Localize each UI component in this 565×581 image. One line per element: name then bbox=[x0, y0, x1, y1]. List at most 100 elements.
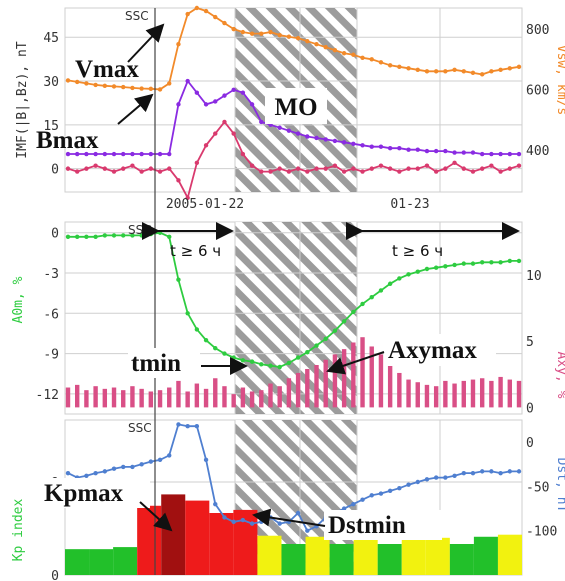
data-point-Dst bbox=[378, 491, 384, 496]
data-point-Bz bbox=[102, 166, 108, 171]
mo-label-bg bbox=[265, 88, 327, 124]
data-point-|B| bbox=[157, 151, 163, 157]
data-point-|B| bbox=[231, 87, 236, 92]
axy-bar bbox=[222, 386, 227, 408]
data-point-|B| bbox=[369, 144, 374, 149]
data-point-A0m bbox=[240, 358, 246, 363]
data-point-A0m bbox=[185, 311, 190, 316]
data-point-Vsw bbox=[249, 31, 255, 36]
data-point-Vsw bbox=[121, 84, 126, 90]
axy-bar bbox=[213, 378, 218, 408]
axymax-label-bg bbox=[384, 334, 496, 366]
data-point-A0m bbox=[268, 363, 273, 368]
data-point-|B| bbox=[332, 138, 338, 144]
data-point-Dst bbox=[406, 482, 411, 487]
data-point-A0m bbox=[369, 294, 374, 300]
data-point-A0m bbox=[489, 260, 494, 265]
kpmax-arrow bbox=[139, 501, 173, 532]
kp-bar bbox=[89, 549, 114, 575]
data-point-|B| bbox=[341, 140, 347, 145]
x-tick-2005-01-22: 2005-01-22 bbox=[166, 197, 244, 212]
data-point-A0m bbox=[176, 277, 181, 282]
data-point-|B| bbox=[498, 151, 503, 157]
data-point-A0m bbox=[259, 362, 264, 367]
data-point-Dst bbox=[277, 521, 282, 526]
data-point-|B| bbox=[259, 119, 264, 125]
data-point-Vsw bbox=[194, 5, 200, 11]
axy-bar bbox=[102, 388, 108, 408]
data-point-Vsw bbox=[75, 79, 80, 85]
data-point-Bz bbox=[176, 178, 181, 183]
data-point-Dst bbox=[249, 521, 255, 526]
data-point-A0m bbox=[65, 234, 71, 239]
data-point-Bz bbox=[121, 166, 126, 171]
data-point-Bz bbox=[295, 166, 301, 171]
data-point-|B| bbox=[93, 151, 98, 157]
data-point-|B| bbox=[378, 144, 384, 149]
data-point-A0m bbox=[295, 355, 301, 360]
data-point-A0m bbox=[323, 336, 328, 342]
y-tick-right: 0 bbox=[526, 401, 534, 416]
axy-bar bbox=[167, 387, 172, 408]
data-point-Vsw bbox=[387, 63, 393, 68]
data-point-Dst bbox=[433, 475, 439, 480]
data-point-Bz bbox=[369, 166, 374, 171]
data-point-Dst bbox=[130, 464, 135, 470]
mo-label: MO bbox=[274, 94, 317, 121]
data-point-Dst bbox=[222, 515, 227, 520]
data-point-Dst bbox=[351, 501, 356, 507]
data-point-Vsw bbox=[240, 29, 246, 35]
data-point-A0m bbox=[84, 234, 89, 239]
data-point-|B| bbox=[397, 145, 402, 151]
axy-bar bbox=[194, 383, 200, 408]
data-point-Bz bbox=[231, 131, 236, 136]
data-point-Bz bbox=[360, 169, 365, 174]
data-point-A0m bbox=[213, 346, 218, 351]
data-point-Vsw bbox=[360, 55, 365, 60]
data-point-Bz bbox=[185, 195, 190, 201]
data-point-|B| bbox=[286, 128, 292, 133]
data-point-A0m bbox=[443, 264, 448, 269]
data-point-Bz bbox=[268, 169, 273, 174]
data-point-Vsw bbox=[93, 82, 98, 88]
data-point-Vsw bbox=[295, 35, 301, 41]
data-point-Bz bbox=[148, 166, 154, 171]
data-point-|B| bbox=[203, 102, 209, 107]
data-point-|B| bbox=[130, 151, 135, 157]
data-point-Vsw bbox=[323, 45, 328, 50]
data-point-Vsw bbox=[479, 72, 485, 77]
data-point-Bz bbox=[277, 166, 282, 171]
axy-bar bbox=[351, 342, 356, 408]
data-point-Vsw bbox=[498, 67, 503, 73]
data-point-A0m bbox=[249, 359, 255, 364]
axy-bar bbox=[433, 386, 439, 408]
axy-bar bbox=[489, 380, 494, 408]
data-point-Dst bbox=[167, 453, 172, 458]
data-point-Dst bbox=[470, 470, 476, 476]
y-tick-right: 0 bbox=[526, 436, 534, 451]
data-point-Bz bbox=[305, 169, 310, 174]
axy-bar bbox=[406, 379, 411, 408]
kpmax-label: Kpmax bbox=[44, 480, 124, 507]
data-point-Bz bbox=[286, 169, 292, 174]
data-point-Vsw bbox=[130, 85, 135, 91]
data-point-|B| bbox=[240, 90, 246, 95]
y-tick-right: 600 bbox=[526, 83, 549, 98]
data-point-|B| bbox=[121, 151, 126, 157]
data-point-A0m bbox=[277, 364, 282, 370]
kp-bar bbox=[473, 536, 498, 575]
data-point-Vsw bbox=[489, 69, 494, 74]
axy-bar bbox=[130, 386, 135, 408]
axymax-arrow bbox=[326, 351, 385, 375]
y-tick-left: 45 bbox=[43, 31, 59, 46]
t-after-label: t ≥ 6 ч bbox=[392, 242, 443, 260]
data-point-Dst bbox=[443, 475, 448, 480]
kp-bar bbox=[377, 544, 402, 575]
data-point-Bz bbox=[516, 163, 522, 168]
y-tick-left: 0 bbox=[51, 569, 59, 581]
data-point-Bz bbox=[378, 163, 384, 168]
data-point-Dst bbox=[341, 506, 347, 511]
data-point-Bz bbox=[461, 166, 466, 171]
data-point-Dst bbox=[507, 469, 512, 474]
data-point-Vsw bbox=[443, 69, 448, 74]
